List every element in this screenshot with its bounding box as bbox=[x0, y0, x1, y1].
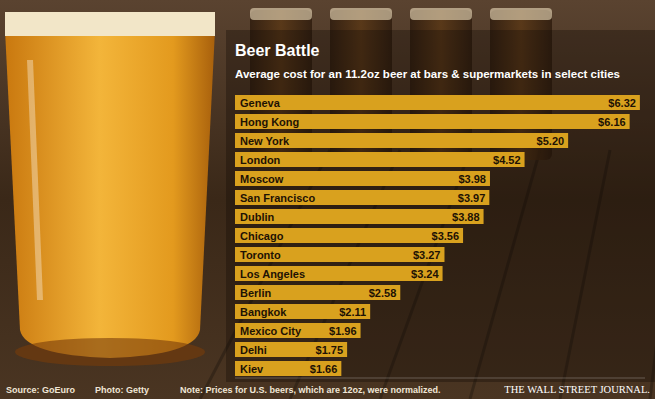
data-label: $1.75 bbox=[316, 344, 344, 356]
bar bbox=[235, 342, 347, 357]
category-label: Geneva bbox=[240, 97, 281, 109]
category-label: Hong Kong bbox=[240, 116, 299, 128]
category-label: Bangkok bbox=[240, 306, 287, 318]
axis-line bbox=[235, 378, 645, 379]
bar bbox=[235, 209, 484, 224]
background-foam bbox=[410, 8, 472, 20]
data-label: $6.32 bbox=[608, 97, 636, 109]
category-label: New York bbox=[240, 135, 290, 147]
category-label: Toronto bbox=[240, 249, 281, 261]
background-foam bbox=[250, 8, 312, 20]
category-label: Los Angeles bbox=[240, 268, 305, 280]
labels: Geneva $6.32 Hong Kong $6.16 New York $5.20 Lo… bbox=[240, 97, 636, 375]
beer-foam bbox=[5, 12, 215, 36]
data-label: $3.24 bbox=[411, 268, 439, 280]
source: Source: GoEuro bbox=[6, 385, 76, 395]
bar bbox=[235, 266, 443, 281]
data-label: $6.16 bbox=[598, 116, 626, 128]
data-label: $5.20 bbox=[537, 135, 565, 147]
subtitle: Average cost for an 11.2oz beer at bars … bbox=[235, 68, 620, 80]
data-label: $1.66 bbox=[310, 363, 338, 375]
glass-base bbox=[15, 338, 205, 366]
bar bbox=[235, 171, 490, 186]
bar bbox=[235, 95, 640, 110]
background-foam bbox=[490, 8, 552, 20]
bar bbox=[235, 247, 444, 262]
data-label: $3.88 bbox=[452, 211, 480, 223]
publisher: THE WALL STREET JOURNAL. bbox=[504, 384, 650, 395]
category-label: San Francisco bbox=[240, 192, 315, 204]
beer-glass bbox=[5, 30, 215, 358]
background bbox=[0, 0, 655, 399]
category-label: Moscow bbox=[240, 173, 284, 185]
data-label: $2.58 bbox=[369, 287, 397, 299]
chart-svg: Beer Battle Average cost for an 11.2oz be… bbox=[0, 0, 655, 399]
bar bbox=[235, 114, 630, 129]
category-label: Kiev bbox=[240, 363, 264, 375]
category-label: Dublin bbox=[240, 211, 274, 223]
bar bbox=[235, 190, 489, 205]
data-label: $3.97 bbox=[458, 192, 486, 204]
bar bbox=[235, 152, 525, 167]
glass-highlight bbox=[30, 60, 40, 300]
bar bbox=[235, 304, 370, 319]
chart-root: Beer Battle Average cost for an 11.2oz be… bbox=[0, 0, 655, 399]
bar bbox=[235, 228, 463, 243]
title: Beer Battle bbox=[235, 42, 320, 59]
note: Note: Prices for U.S. beers, which are 1… bbox=[180, 385, 441, 395]
data-label: $4.52 bbox=[493, 154, 521, 166]
data-label: $2.11 bbox=[339, 306, 366, 318]
background-foam bbox=[330, 8, 392, 20]
data-label: $3.98 bbox=[458, 173, 486, 185]
data-label: $3.56 bbox=[432, 230, 460, 242]
data-label: $1.96 bbox=[329, 325, 357, 337]
bar bbox=[235, 361, 341, 376]
photo-credit: Photo: Getty bbox=[95, 385, 149, 395]
bar bbox=[235, 323, 361, 338]
category-label: Chicago bbox=[240, 230, 284, 242]
bar bbox=[235, 133, 568, 148]
data-label: $3.27 bbox=[413, 249, 441, 261]
bar bbox=[235, 285, 400, 300]
category-label: Mexico City bbox=[240, 325, 302, 337]
category-label: Delhi bbox=[240, 344, 267, 356]
bars bbox=[235, 95, 640, 376]
category-label: Berlin bbox=[240, 287, 271, 299]
category-label: London bbox=[240, 154, 281, 166]
panel bbox=[226, 30, 655, 382]
